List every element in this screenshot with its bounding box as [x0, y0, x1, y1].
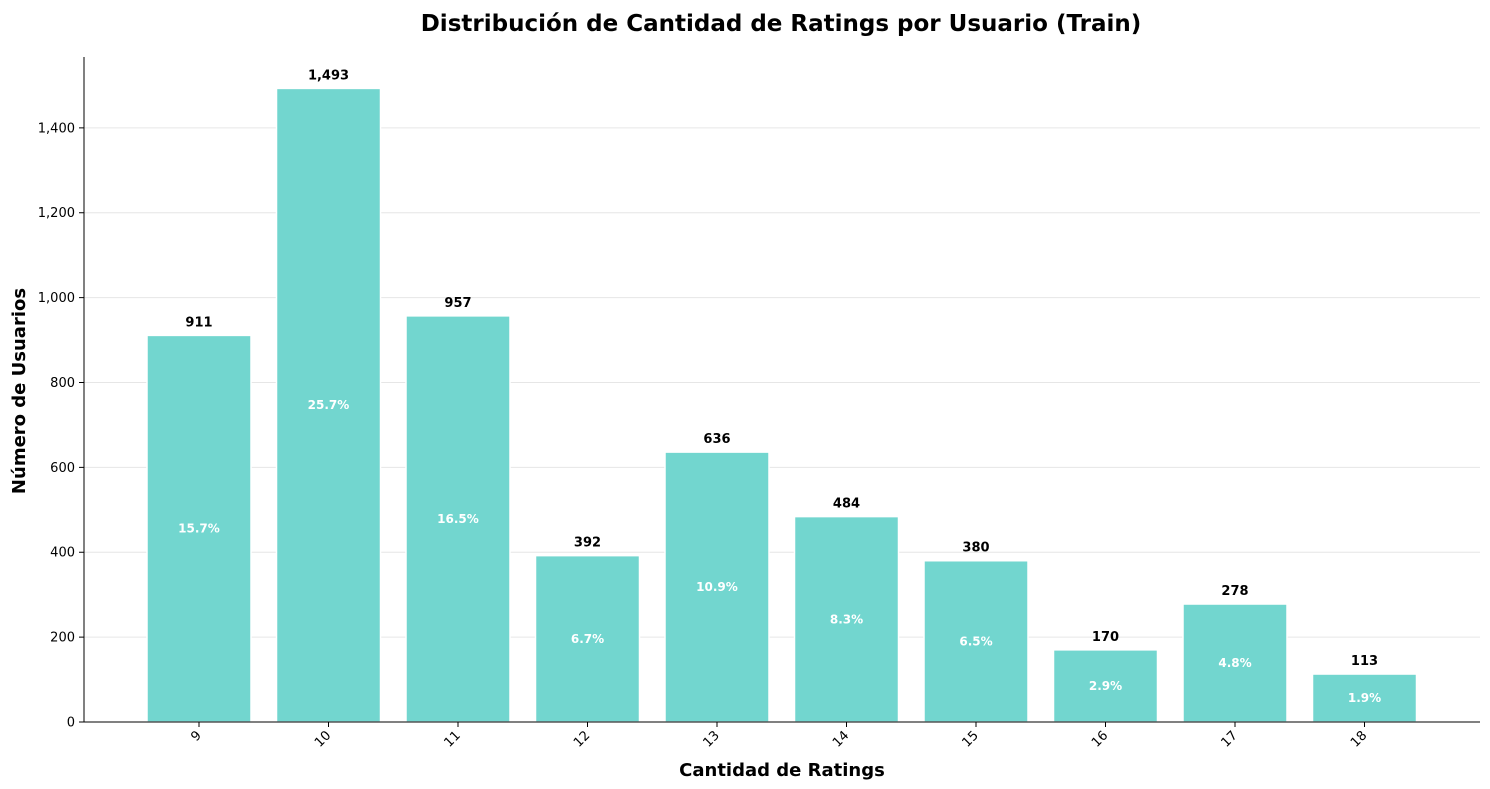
bar-value-label: 957	[444, 296, 471, 311]
bar-percent-label: 2.9%	[1089, 679, 1122, 693]
x-tick-label: 11	[442, 728, 464, 750]
x-tick-label: 12	[571, 728, 593, 750]
bar-percent-label: 15.7%	[178, 522, 220, 536]
y-tick-label: 1,400	[38, 121, 75, 136]
bar	[534, 554, 641, 723]
axes	[83, 57, 1480, 723]
bar-percent-label: 16.5%	[437, 512, 479, 526]
bar-value-label: 1,493	[308, 68, 349, 83]
y-axis-ticks: 0 200 400 600 800 1,000 1,200 1,400	[38, 121, 84, 731]
y-tick-label: 800	[50, 376, 75, 391]
bar	[405, 315, 511, 723]
x-axis-ticks: 9 10 11 12 13 14 15 16 17 18	[188, 722, 1370, 751]
bar	[793, 515, 900, 723]
bar-percent-label: 25.7%	[308, 398, 350, 412]
x-tick-label: 13	[701, 728, 723, 750]
y-tick-label: 1,000	[38, 291, 75, 306]
bar-value-label: 636	[703, 432, 730, 447]
bar-percent-label: 6.5%	[959, 634, 992, 648]
x-tick-label: 15	[960, 728, 982, 750]
y-tick-label: 0	[67, 716, 75, 731]
bar	[664, 451, 770, 723]
bars: 911 15.7% 1,493 25.7% 957 16.5% 392 6.7% 636 10.9…	[146, 68, 1418, 723]
x-tick-label: 9	[188, 728, 204, 744]
bar-value-label: 484	[833, 497, 860, 512]
bar-value-label: 278	[1221, 584, 1248, 599]
y-axis-label: Número de Usuarios	[9, 288, 30, 494]
chart-title: Distribución de Cantidad de Ratings por …	[421, 11, 1142, 37]
x-tick-label: 14	[830, 728, 852, 750]
bar-value-label: 170	[1092, 630, 1119, 645]
x-tick-label: 18	[1348, 728, 1370, 750]
bar-value-label: 113	[1351, 654, 1378, 669]
y-tick-label: 200	[50, 631, 75, 646]
bar-value-label: 380	[962, 541, 989, 556]
bar-percent-label: 10.9%	[696, 580, 738, 594]
bar-value-label: 392	[574, 536, 601, 551]
bar-value-label: 911	[185, 315, 212, 330]
x-tick-label: 10	[312, 728, 334, 750]
bar-percent-label: 8.3%	[830, 612, 863, 626]
x-tick-label: 16	[1089, 728, 1111, 750]
bar	[1311, 673, 1418, 723]
bar-percent-label: 4.8%	[1218, 656, 1251, 670]
bar-percent-label: 6.7%	[571, 632, 604, 646]
bar	[923, 559, 1029, 723]
x-tick-label: 17	[1219, 728, 1241, 750]
bar	[275, 87, 382, 723]
bar-percent-label: 1.9%	[1348, 691, 1381, 705]
x-axis-label: Cantidad de Ratings	[679, 760, 885, 781]
y-tick-label: 600	[50, 461, 75, 476]
y-tick-label: 1,200	[38, 206, 75, 221]
y-tick-label: 400	[50, 546, 75, 561]
bar	[1052, 649, 1159, 723]
